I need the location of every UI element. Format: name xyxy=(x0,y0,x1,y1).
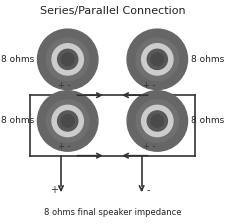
Circle shape xyxy=(151,115,164,127)
Circle shape xyxy=(58,49,78,69)
Circle shape xyxy=(142,105,173,137)
Text: + -: + - xyxy=(143,81,156,90)
Text: -: - xyxy=(147,185,150,195)
Circle shape xyxy=(127,29,188,90)
Circle shape xyxy=(136,100,179,142)
Circle shape xyxy=(61,115,74,127)
Circle shape xyxy=(147,49,167,69)
Text: +: + xyxy=(50,185,58,195)
Circle shape xyxy=(52,105,83,137)
Circle shape xyxy=(127,91,188,151)
Circle shape xyxy=(147,111,167,131)
Text: 8 ohms final speaker impedance: 8 ohms final speaker impedance xyxy=(44,208,181,217)
Circle shape xyxy=(142,44,173,75)
Circle shape xyxy=(151,53,164,66)
Text: Series/Parallel Connection: Series/Parallel Connection xyxy=(40,6,185,16)
Circle shape xyxy=(37,29,98,90)
Circle shape xyxy=(58,111,78,131)
Circle shape xyxy=(37,91,98,151)
Text: 8 ohms: 8 ohms xyxy=(191,55,224,64)
Circle shape xyxy=(46,100,89,142)
Text: + -: + - xyxy=(143,142,156,151)
Text: 8 ohms: 8 ohms xyxy=(191,116,224,125)
Text: + -: + - xyxy=(58,142,71,151)
Circle shape xyxy=(52,44,83,75)
Text: 8 ohms: 8 ohms xyxy=(1,116,34,125)
Circle shape xyxy=(46,38,89,81)
Text: 8 ohms: 8 ohms xyxy=(1,55,34,64)
Circle shape xyxy=(136,38,179,81)
Text: + -: + - xyxy=(58,81,71,90)
Circle shape xyxy=(61,53,74,66)
